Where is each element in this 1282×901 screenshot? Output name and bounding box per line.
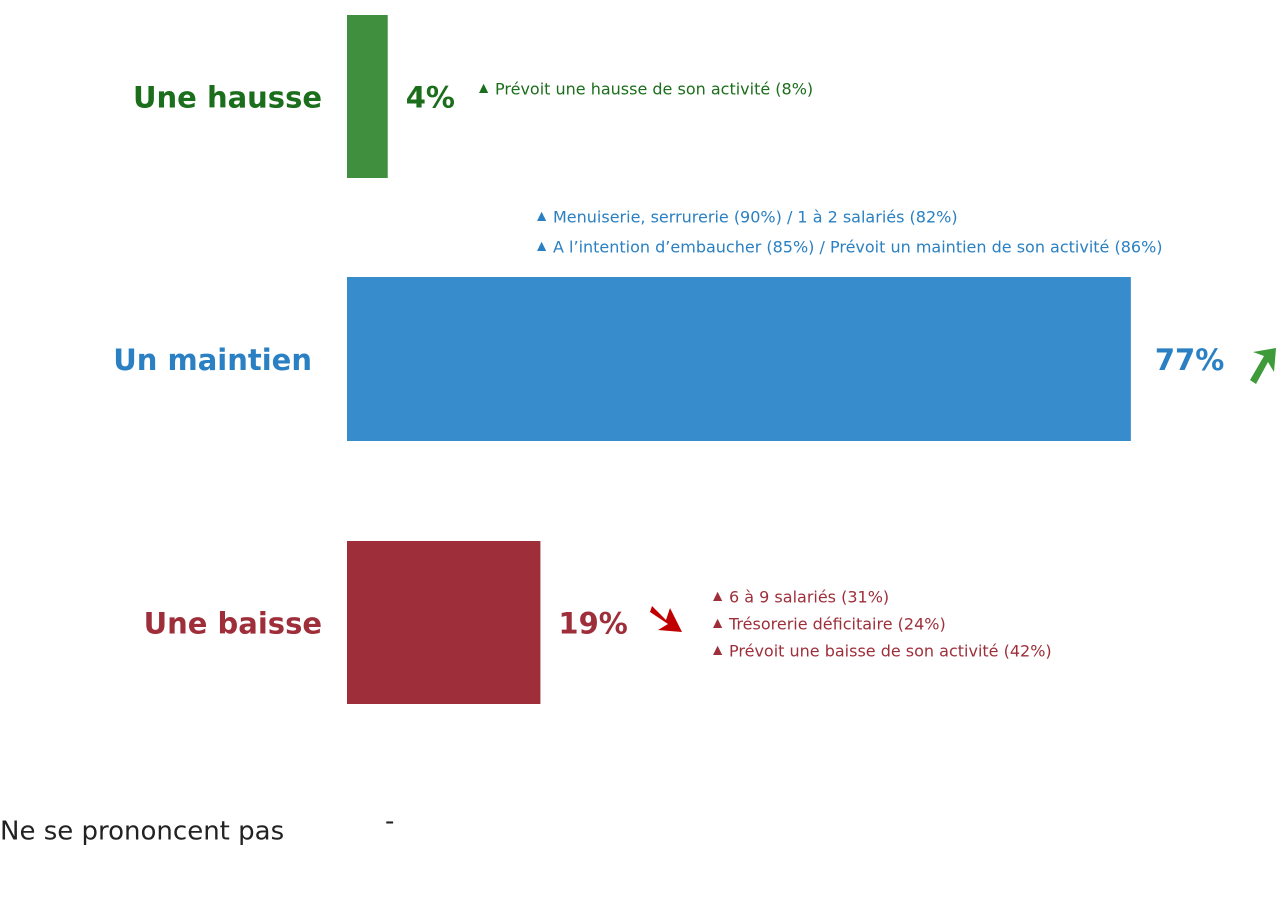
no-opinion-label: Ne se prononcent pas <box>0 817 284 847</box>
annotation-marker: ▲ <box>537 209 547 223</box>
bar <box>347 277 1131 441</box>
category-label: Une baisse <box>144 607 322 641</box>
annotation: Prévoit une baisse de son activité (42%) <box>729 642 1052 661</box>
category-label: Une hausse <box>133 81 322 115</box>
bar <box>347 541 541 704</box>
annotation: Trésorerie déficitaire (24%) <box>728 615 946 634</box>
bar <box>347 15 388 178</box>
annotation: 6 à 9 salariés (31%) <box>729 588 889 607</box>
trend-up-arrow <box>1250 348 1276 384</box>
value-label: 19% <box>558 607 627 641</box>
annotation-marker: ▲ <box>713 643 723 657</box>
annotation: Prévoit une hausse de son activité (8%) <box>495 80 813 99</box>
annotation-marker: ▲ <box>713 616 723 630</box>
trend-down-arrow <box>650 606 682 632</box>
value-label: 77% <box>1155 343 1224 377</box>
annotation: Menuiserie, serrurerie (90%) / 1 à 2 sal… <box>553 208 958 227</box>
annotation: A l’intention d’embaucher (85%) / Prévoi… <box>553 238 1163 257</box>
annotation-marker: ▲ <box>713 589 723 603</box>
annotation-marker: ▲ <box>537 239 547 253</box>
value-label: 4% <box>406 81 455 115</box>
category-label: Un maintien <box>113 343 312 377</box>
no-opinion-value: - <box>385 807 394 837</box>
annotation-marker: ▲ <box>479 81 489 95</box>
